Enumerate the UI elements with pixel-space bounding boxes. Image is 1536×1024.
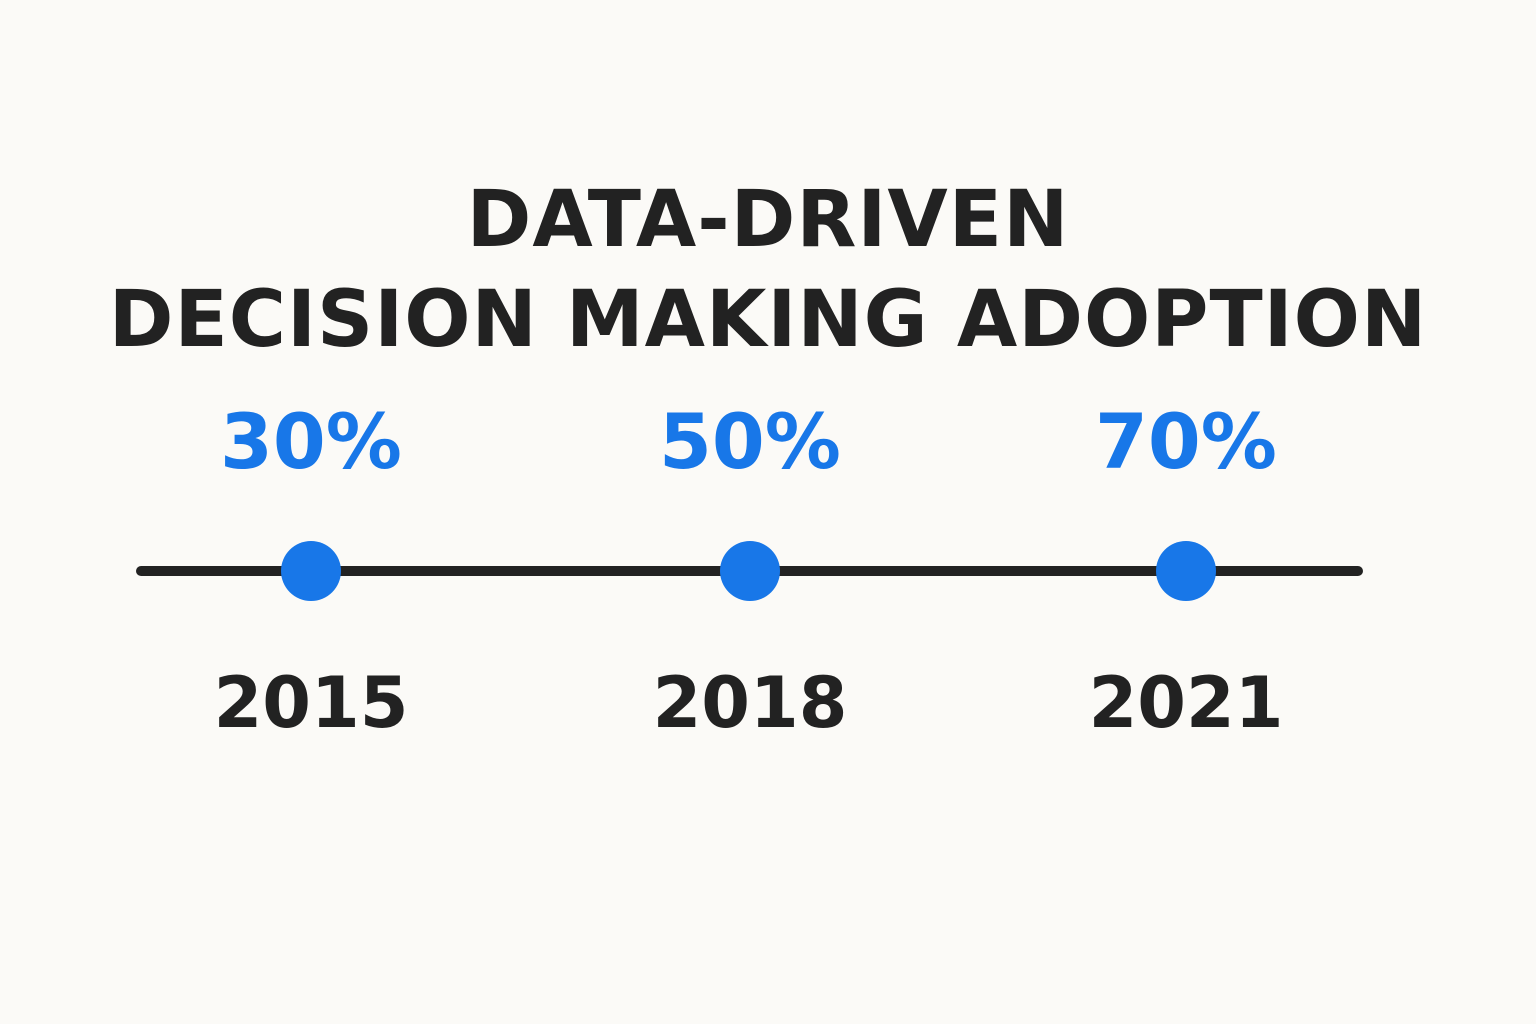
value-label-2018: 50% bbox=[659, 397, 841, 486]
year-label-2021: 2021 bbox=[1089, 662, 1284, 744]
chart-title-line-1: DATA-DRIVEN bbox=[466, 175, 1070, 266]
data-point-2018 bbox=[720, 541, 780, 601]
value-label-2021: 70% bbox=[1095, 397, 1277, 486]
data-point-2021 bbox=[1156, 541, 1216, 601]
chart-title: DATA-DRIVEN DECISION MAKING ADOPTION bbox=[0, 170, 1536, 370]
value-label-2015: 30% bbox=[220, 397, 402, 486]
year-label-2018: 2018 bbox=[653, 662, 848, 744]
year-label-2015: 2015 bbox=[214, 662, 409, 744]
chart-title-line-2: DECISION MAKING ADOPTION bbox=[108, 275, 1428, 366]
data-point-2015 bbox=[281, 541, 341, 601]
timeline-marks: 30% 2015 50% 2018 70% 2021 bbox=[214, 397, 1284, 744]
